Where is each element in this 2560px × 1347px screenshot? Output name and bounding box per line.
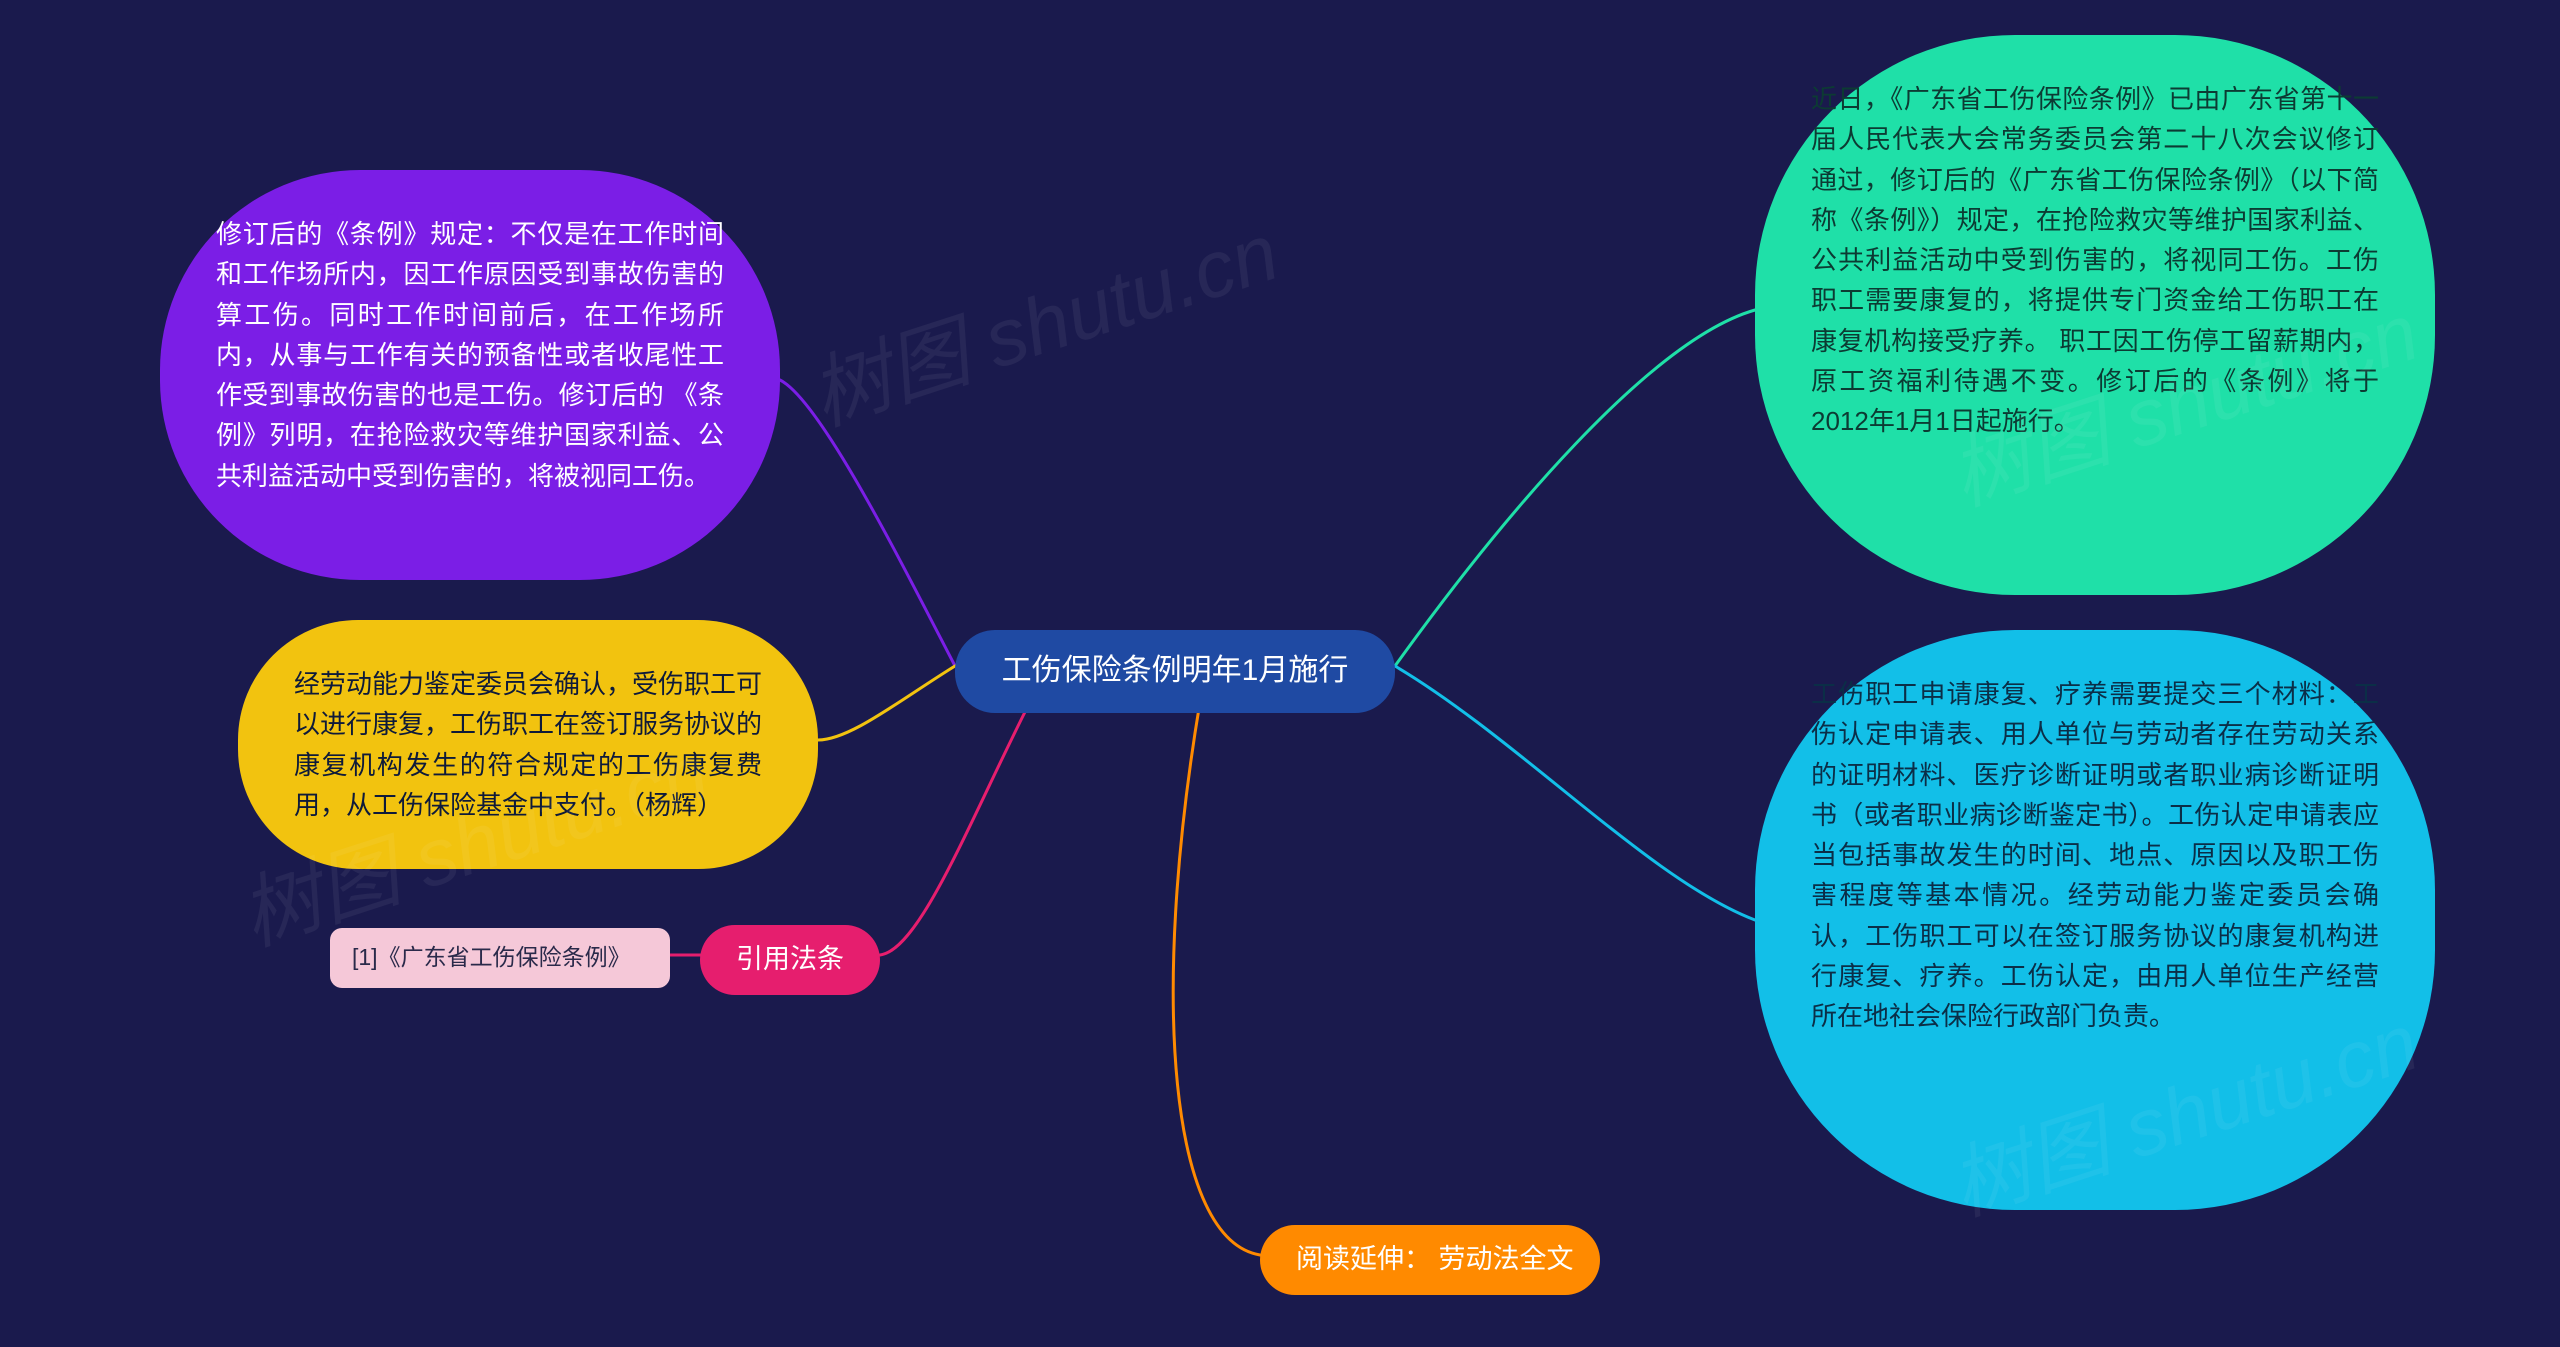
- center-node[interactable]: 工伤保险条例明年1月施行: [955, 630, 1395, 713]
- node-n_pink_child[interactable]: [1]《广东省工伤保险条例》: [330, 928, 670, 988]
- node-n_orange[interactable]: 阅读延伸： 劳动法全文: [1260, 1225, 1600, 1295]
- node-n_purple[interactable]: 修订后的《条例》规定：不仅是在工作时间和工作场所内，因工作原因受到事故伤害的算工…: [160, 170, 780, 580]
- node-n_yellow[interactable]: 经劳动能力鉴定委员会确认，受伤职工可以进行康复，工伤职工在签订服务协议的康复机构…: [238, 620, 818, 869]
- watermark: 树图 shutu.cn: [794, 188, 1291, 448]
- mindmap-canvas: 工伤保险条例明年1月施行 修订后的《条例》规定：不仅是在工作时间和工作场所内，因工…: [0, 0, 2560, 1347]
- node-n_pink[interactable]: 引用法条: [700, 925, 880, 995]
- node-n_teal[interactable]: 近日，《广东省工伤保险条例》已由广东省第十一届人民代表大会常务委员会第二十八次会…: [1755, 35, 2435, 595]
- node-n_cyan[interactable]: 工伤职工申请康复、疗养需要提交三个材料：工伤认定申请表、用人单位与劳动者存在劳动…: [1755, 630, 2435, 1210]
